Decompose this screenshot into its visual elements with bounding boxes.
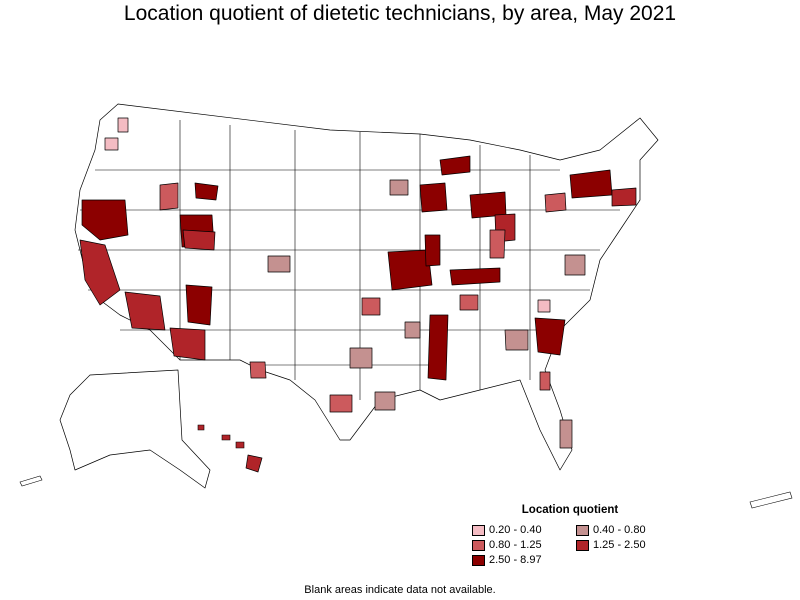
area-arkansas — [404, 321, 421, 339]
legend-label: 2.50 - 8.97 — [489, 554, 542, 566]
shaded-areas — [79, 117, 637, 473]
legend-swatch — [472, 524, 485, 536]
area-mississippi — [427, 314, 449, 381]
legend-label: 0.20 - 0.40 — [489, 524, 542, 536]
area-idaho — [194, 182, 219, 201]
area-florida-north — [539, 371, 551, 391]
area-utah-south — [185, 284, 213, 326]
legend-swatch — [576, 539, 589, 551]
legend-label: 1.25 - 2.50 — [593, 539, 646, 551]
area-new-mexico — [249, 361, 267, 379]
area-virginia — [564, 254, 586, 276]
area-washington-south — [104, 137, 119, 151]
map-title: Location quotient of dietetic technician… — [123, 2, 677, 25]
legend-swatch — [576, 524, 589, 536]
area-hawaii — [245, 454, 263, 473]
legend-item: 0.20 - 0.40 — [472, 524, 576, 536]
area-massachusetts — [611, 187, 637, 207]
area-tennessee — [459, 294, 479, 311]
area-kentucky — [449, 267, 501, 286]
area-georgia — [504, 329, 529, 351]
legend-label: 0.80 - 1.25 — [489, 539, 542, 551]
area-michigan — [469, 191, 507, 219]
area-indiana — [489, 229, 506, 259]
area-boundaries — [78, 120, 620, 400]
area-oklahoma — [349, 347, 373, 369]
legend-swatch — [472, 539, 485, 551]
area-oregon-west — [81, 199, 129, 241]
area-florida — [559, 419, 573, 449]
contiguous-us-outline — [74, 103, 659, 471]
area-wisconsin — [419, 182, 448, 213]
footnote: Blank areas indicate data not available. — [304, 584, 496, 596]
area-iowa — [389, 179, 409, 196]
legend-item: 0.80 - 1.25 — [472, 539, 576, 551]
legend-title: Location quotient — [521, 504, 619, 516]
area-kansas — [361, 297, 381, 316]
area-michigan-upper — [439, 155, 471, 176]
hawaii-islands — [197, 424, 245, 449]
alaska-islands — [19, 475, 793, 509]
area-pennsylvania — [544, 192, 567, 213]
area-washington — [117, 117, 129, 133]
legend-item: 0.40 - 0.80 — [576, 524, 686, 536]
legend-item: 2.50 - 8.97 — [472, 554, 576, 566]
legend-swatch — [472, 554, 485, 566]
alaska-outline — [59, 369, 211, 489]
area-california-central — [79, 239, 121, 306]
area-missouri — [387, 249, 433, 291]
area-texas-central — [329, 394, 353, 413]
area-colorado — [182, 229, 216, 251]
legend-label: 0.40 - 0.80 — [593, 524, 646, 536]
area-carolina — [534, 317, 566, 356]
area-louisiana — [374, 391, 396, 411]
map-legend: Location quotient 0.20 - 0.40 0.40 - 0.8… — [460, 504, 680, 566]
area-arizona-west — [124, 291, 166, 331]
area-oregon-east — [159, 182, 179, 211]
area-illinois — [424, 234, 441, 267]
area-north-carolina — [537, 299, 551, 313]
area-new-york — [569, 169, 613, 199]
area-arizona-south — [169, 327, 206, 361]
legend-item: 1.25 - 2.50 — [576, 539, 686, 551]
area-colorado-east — [267, 255, 291, 273]
